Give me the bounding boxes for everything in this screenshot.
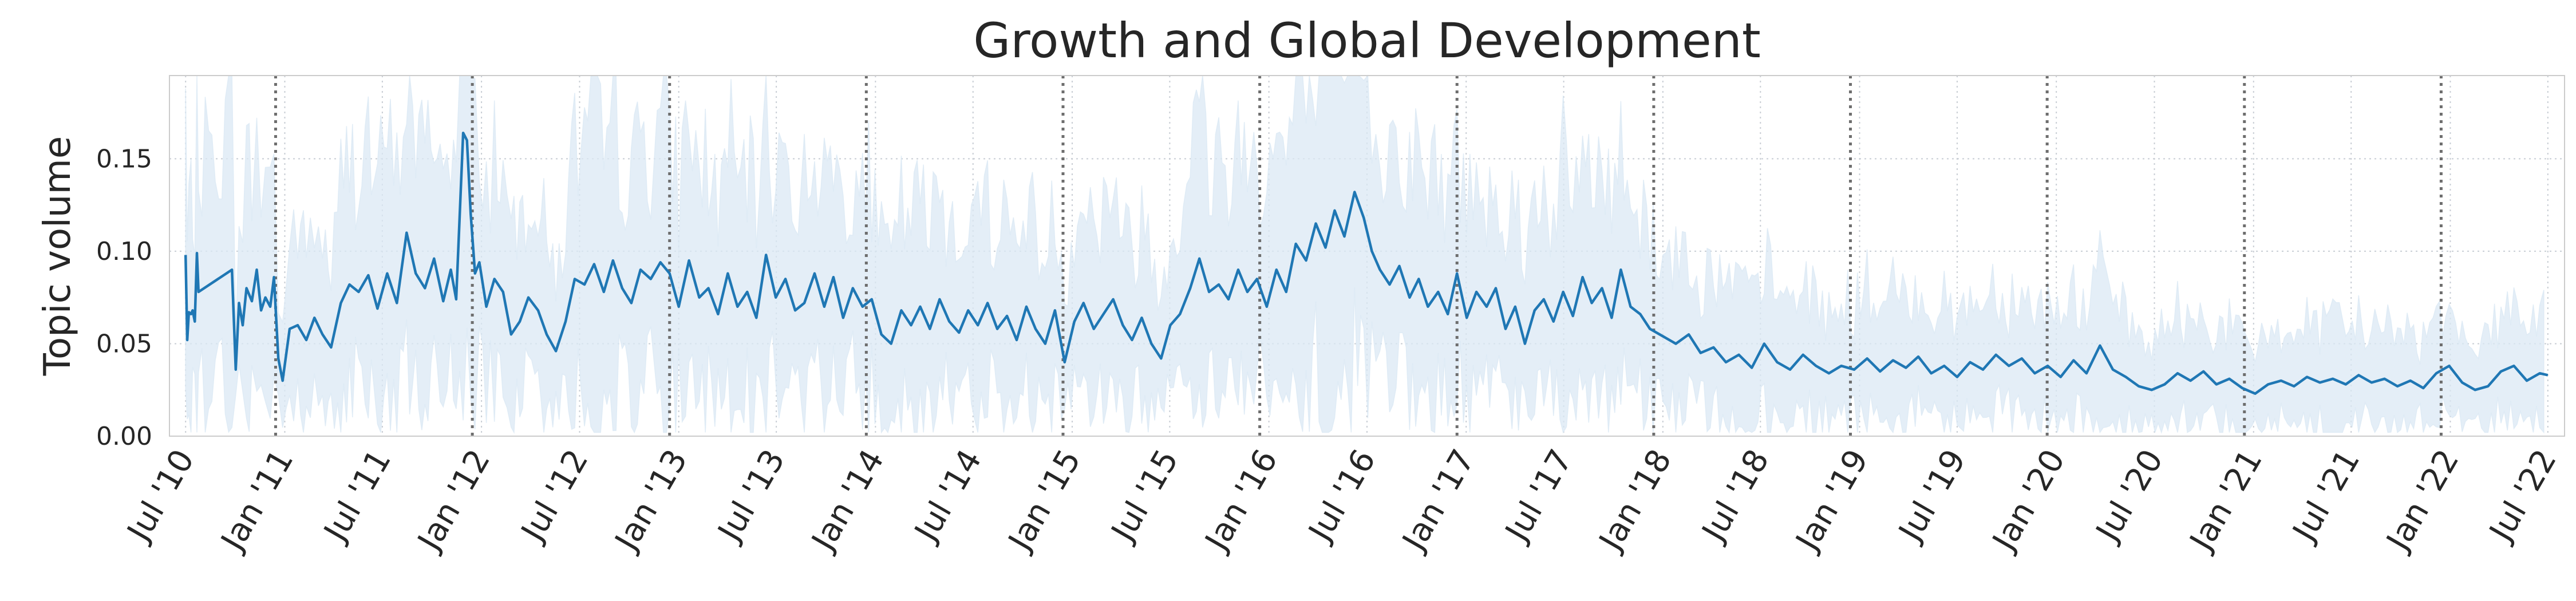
y-tick-label: 0.05 (96, 329, 152, 358)
series-line (184, 131, 2549, 395)
confidence-band (185, 74, 2545, 434)
variance-band (185, 74, 2545, 434)
chart-title: Growth and Global Development (973, 13, 1761, 69)
y-tick-label: 0.00 (96, 422, 152, 451)
y-tick-label: 0.15 (96, 144, 152, 173)
y-axis-ticks: 0.00 0.05 0.10 0.15 (96, 144, 152, 451)
plot-frame (169, 75, 2565, 437)
y-axis-label: Topic volume (37, 136, 79, 376)
vertical-markers (274, 76, 2443, 436)
y-tick-label: 0.10 (96, 237, 152, 266)
series-layer (184, 131, 2549, 395)
